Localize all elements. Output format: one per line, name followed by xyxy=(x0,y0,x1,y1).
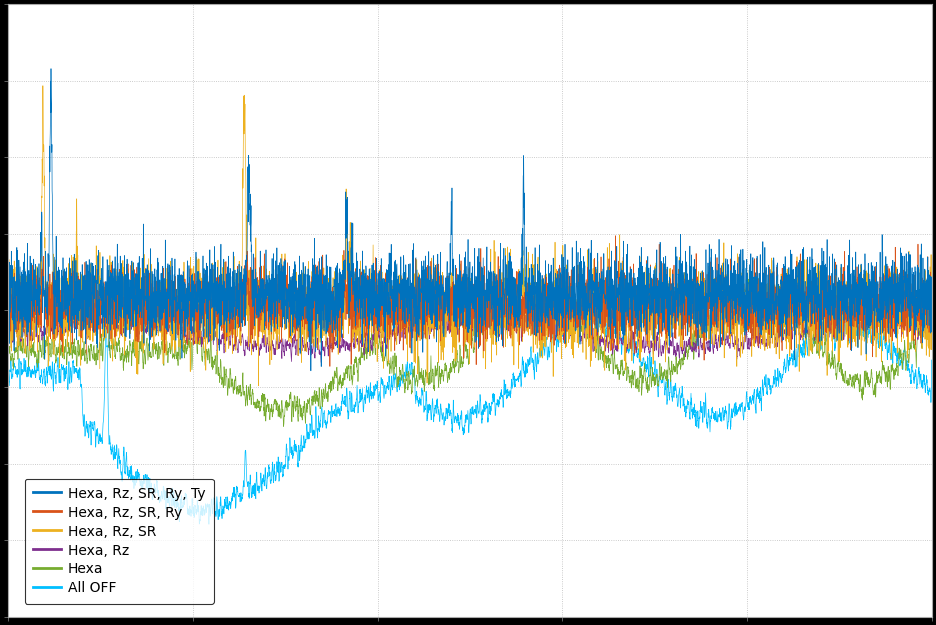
Hexa xyxy=(762,289,773,296)
Hexa, Rz xyxy=(3,318,14,325)
Hexa, Rz xyxy=(356,331,367,338)
Hexa, Rz, SR, Ry xyxy=(762,321,773,328)
Hexa xyxy=(926,309,936,317)
Hexa, Rz, SR, Ry, Ty xyxy=(3,313,14,321)
Hexa, Rz, SR, Ry xyxy=(3,295,14,302)
Hexa xyxy=(557,311,568,318)
Hexa xyxy=(278,422,289,430)
Hexa, Rz, SR xyxy=(253,382,264,389)
Hexa, Rz xyxy=(862,302,873,310)
All OFF xyxy=(203,521,214,528)
Hexa, Rz, SR xyxy=(170,298,182,306)
Hexa xyxy=(692,336,703,343)
Hexa, Rz xyxy=(557,322,568,330)
Hexa, Rz xyxy=(315,359,327,366)
All OFF xyxy=(356,396,367,404)
Hexa xyxy=(170,352,182,360)
All OFF xyxy=(762,380,773,388)
Hexa, Rz, SR xyxy=(3,333,14,341)
All OFF xyxy=(840,307,851,314)
Hexa, Rz xyxy=(762,336,773,343)
Hexa, Rz xyxy=(692,327,703,334)
Hexa, Rz, SR, Ry xyxy=(356,288,367,295)
Hexa, Rz, SR, Ry, Ty xyxy=(356,276,367,284)
Hexa, Rz, SR xyxy=(926,321,936,329)
Line: Hexa, Rz, SR, Ry: Hexa, Rz, SR, Ry xyxy=(8,236,931,366)
Hexa, Rz, SR xyxy=(557,310,568,318)
Hexa, Rz, SR, Ry xyxy=(170,289,182,297)
Line: Hexa, Rz: Hexa, Rz xyxy=(8,306,931,362)
Hexa, Rz, SR xyxy=(762,305,773,312)
Hexa xyxy=(518,264,529,272)
Hexa, Rz, SR, Ry, Ty xyxy=(170,286,182,293)
Hexa, Rz, SR, Ry, Ty xyxy=(604,284,615,292)
Hexa, Rz, SR, Ry xyxy=(557,281,568,289)
Hexa, Rz, SR, Ry, Ty xyxy=(926,318,936,326)
All OFF xyxy=(170,503,182,511)
All OFF xyxy=(926,356,936,364)
Hexa, Rz, SR xyxy=(356,311,367,319)
All OFF xyxy=(3,344,14,351)
Hexa xyxy=(356,346,367,354)
Line: Hexa, Rz, SR, Ry, Ty: Hexa, Rz, SR, Ry, Ty xyxy=(8,69,931,371)
Hexa, Rz, SR xyxy=(604,334,615,342)
All OFF xyxy=(692,417,703,424)
Hexa, Rz, SR, Ry xyxy=(604,255,615,262)
Hexa, Rz, SR, Ry, Ty xyxy=(762,304,773,311)
Hexa, Rz, SR, Ry, Ty xyxy=(45,65,56,72)
Hexa, Rz, SR, Ry, Ty xyxy=(692,298,703,305)
Hexa, Rz, SR xyxy=(37,82,49,89)
Hexa, Rz, SR, Ry, Ty xyxy=(305,367,316,374)
Hexa xyxy=(3,323,14,331)
Hexa, Rz xyxy=(926,317,936,324)
Line: Hexa, Rz, SR: Hexa, Rz, SR xyxy=(8,86,931,386)
Line: Hexa: Hexa xyxy=(8,268,931,426)
Hexa xyxy=(604,367,615,374)
Hexa, Rz, SR xyxy=(692,307,703,314)
Hexa, Rz xyxy=(170,319,182,326)
All OFF xyxy=(604,327,615,334)
Legend: Hexa, Rz, SR, Ry, Ty, Hexa, Rz, SR, Ry, Hexa, Rz, SR, Hexa, Rz, Hexa, All OFF: Hexa, Rz, SR, Ry, Ty, Hexa, Rz, SR, Ry, … xyxy=(24,479,213,604)
Hexa, Rz, SR, Ry xyxy=(610,232,622,239)
Hexa, Rz xyxy=(604,340,615,348)
Hexa, Rz, SR, Ry xyxy=(692,318,703,326)
All OFF xyxy=(557,332,568,339)
Hexa, Rz, SR, Ry, Ty xyxy=(557,301,568,308)
Hexa, Rz, SR, Ry xyxy=(926,284,936,292)
Line: All OFF: All OFF xyxy=(8,311,931,524)
Hexa, Rz, SR, Ry xyxy=(324,362,335,370)
